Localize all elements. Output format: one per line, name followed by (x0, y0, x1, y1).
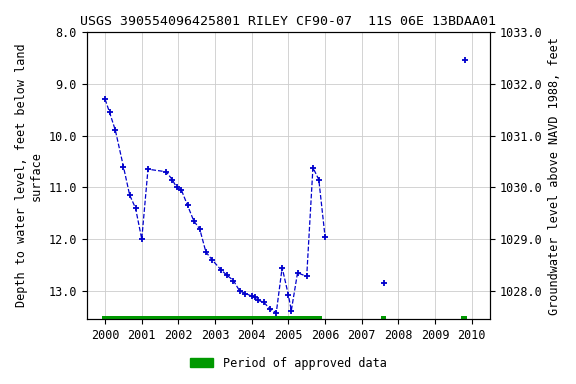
Bar (461, 316, 467, 320)
Bar (381, 316, 385, 320)
Legend: Period of approved data: Period of approved data (185, 352, 391, 374)
Bar (102, 316, 322, 320)
Title: USGS 390554096425801 RILEY CF90-07  11S 06E 13BDAA01: USGS 390554096425801 RILEY CF90-07 11S 0… (81, 15, 497, 28)
Y-axis label: Depth to water level, feet below land
surface: Depth to water level, feet below land su… (15, 44, 43, 308)
Y-axis label: Groundwater level above NAVD 1988, feet: Groundwater level above NAVD 1988, feet (548, 37, 561, 314)
